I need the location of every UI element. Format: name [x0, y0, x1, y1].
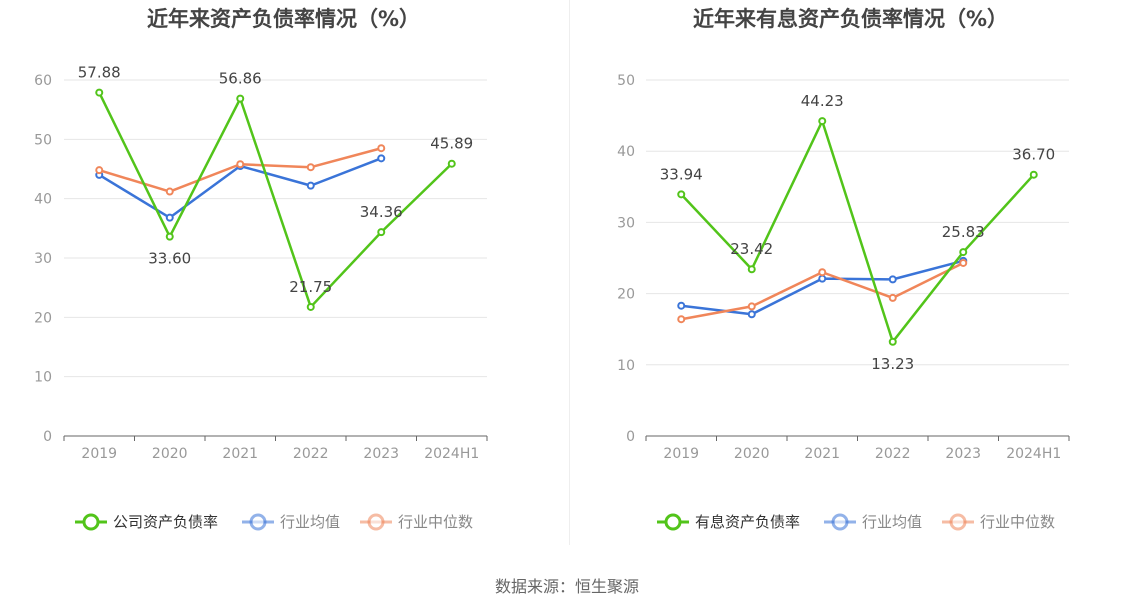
legend-marker-icon[interactable] — [831, 513, 849, 531]
data-point[interactable] — [747, 310, 756, 319]
x-tick-label: 2023 — [945, 446, 981, 462]
charts-canvas: 0 10 20 30 40 50 60 2019 2020 2021 2022 2023 2024H1 5… — [34, 64, 1070, 531]
data-point[interactable] — [165, 187, 174, 196]
data-point[interactable] — [95, 166, 104, 175]
data-label: 25.83 — [942, 223, 985, 241]
x-tick-label: 2020 — [734, 446, 770, 462]
x-tick-label: 2022 — [875, 446, 911, 462]
x-tick-label: 2021 — [804, 446, 840, 462]
y-tick-label: 50 — [34, 132, 52, 148]
data-point[interactable] — [818, 117, 827, 126]
data-label: 56.86 — [219, 70, 262, 88]
y-tick-label: 0 — [626, 429, 635, 445]
data-point[interactable] — [165, 213, 174, 222]
legend-marker-icon[interactable] — [82, 513, 100, 531]
y-tick-label: 50 — [617, 73, 635, 89]
y-tick-label: 0 — [43, 429, 52, 445]
data-point[interactable] — [959, 248, 968, 257]
data-point[interactable] — [888, 275, 897, 284]
y-tick-label: 40 — [617, 144, 635, 160]
y-tick-label: 20 — [617, 287, 635, 303]
x-tick-label: 2023 — [363, 446, 399, 462]
data-point[interactable] — [888, 293, 897, 302]
data-point[interactable] — [306, 302, 315, 311]
x-tick-label: 2020 — [152, 446, 188, 462]
legend-marker-icon[interactable] — [949, 513, 967, 531]
data-label: 44.23 — [801, 92, 844, 110]
data-point[interactable] — [677, 190, 686, 199]
data-point[interactable] — [306, 163, 315, 172]
data-point[interactable] — [95, 88, 104, 97]
legend-label[interactable]: 有息资产负债率 — [695, 513, 800, 531]
legend-label[interactable]: 行业中位数 — [398, 513, 473, 531]
x-tick-label: 2024H1 — [1006, 446, 1061, 462]
x-tick-label: 2019 — [663, 446, 699, 462]
legend-marker-icon[interactable] — [249, 513, 267, 531]
chart-title-right: 近年来有息资产负债率情况（%） — [692, 7, 1009, 31]
data-point[interactable] — [377, 154, 386, 163]
chart-divider — [569, 0, 570, 545]
data-point[interactable] — [959, 258, 968, 267]
y-tick-label: 30 — [617, 215, 635, 231]
data-label: 57.88 — [78, 64, 121, 82]
legend-label[interactable]: 行业均值 — [280, 513, 340, 531]
data-point[interactable] — [818, 274, 827, 283]
x-tick-label: 2019 — [81, 446, 117, 462]
x-tick-label: 2024H1 — [424, 446, 479, 462]
source-label: 数据来源： — [494, 577, 575, 596]
chart-title-left: 近年来资产负债率情况（%） — [146, 7, 421, 31]
data-point[interactable] — [377, 228, 386, 237]
data-label: 33.94 — [660, 165, 703, 183]
data-label: 36.70 — [1012, 146, 1055, 164]
data-point[interactable] — [447, 159, 456, 168]
data-label: 21.75 — [289, 278, 332, 296]
data-point[interactable] — [377, 144, 386, 153]
y-tick-label: 60 — [34, 73, 52, 89]
x-tick-label: 2022 — [293, 446, 329, 462]
legend-marker-icon[interactable] — [664, 513, 682, 531]
x-tick-label: 2021 — [222, 446, 258, 462]
legend-label[interactable]: 行业中位数 — [980, 513, 1055, 531]
data-point[interactable] — [306, 181, 315, 190]
data-label: 34.36 — [360, 203, 403, 221]
y-tick-label: 30 — [34, 251, 52, 267]
data-label: 13.23 — [871, 355, 914, 373]
legend-label[interactable]: 行业均值 — [862, 513, 922, 531]
data-point[interactable] — [677, 301, 686, 310]
data-point[interactable] — [236, 160, 245, 169]
data-label: 33.60 — [148, 250, 191, 268]
data-point[interactable] — [165, 232, 174, 241]
data-point[interactable] — [747, 265, 756, 274]
series-line — [98, 92, 453, 309]
data-label: 45.89 — [430, 135, 473, 153]
data-point[interactable] — [747, 302, 756, 311]
data-point[interactable] — [888, 337, 897, 346]
y-tick-label: 40 — [34, 192, 52, 208]
series-line — [680, 119, 1035, 344]
data-point[interactable] — [818, 268, 827, 277]
data-label: 23.42 — [730, 240, 773, 258]
legend-label[interactable]: 公司资产负债率 — [113, 513, 218, 531]
y-tick-label: 10 — [34, 370, 52, 386]
y-tick-label: 20 — [34, 310, 52, 326]
source-name: 恒生聚源 — [575, 577, 640, 596]
data-point[interactable] — [677, 315, 686, 324]
legend-marker-icon[interactable] — [367, 513, 385, 531]
data-point[interactable] — [1029, 170, 1038, 179]
data-point[interactable] — [236, 94, 245, 103]
data-source: 数据来源：恒生聚源 — [0, 573, 1134, 597]
y-tick-label: 10 — [617, 358, 635, 374]
